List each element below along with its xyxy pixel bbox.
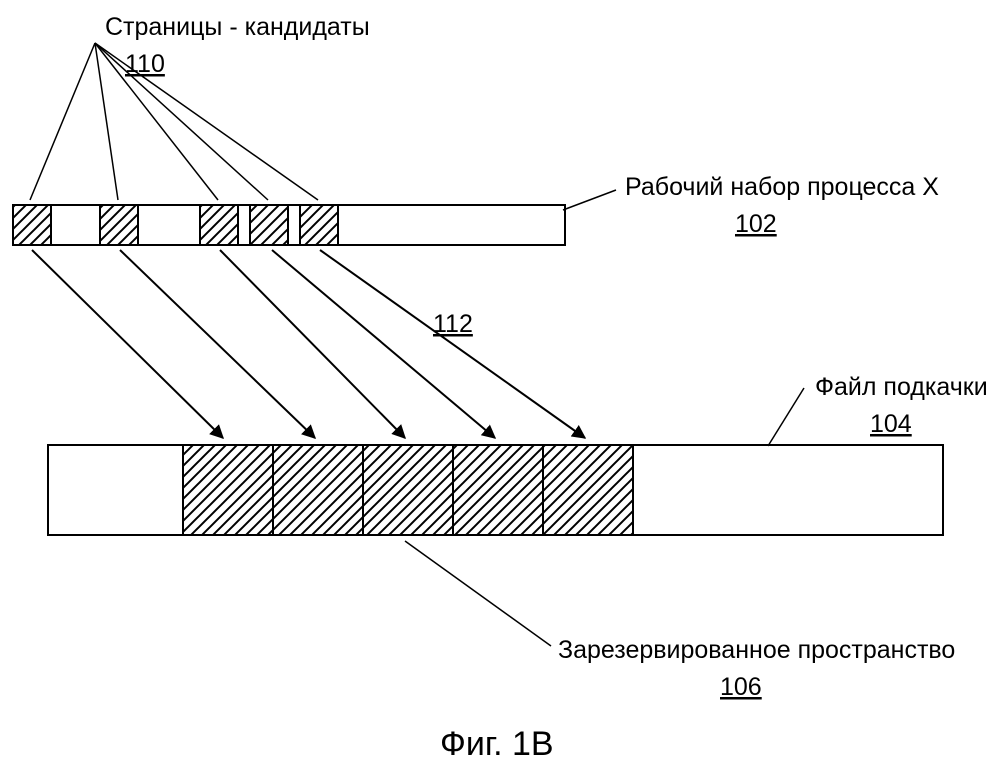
mapping-arrow-4 [320,250,585,438]
label-working-set: Рабочий набор процесса X [625,173,939,201]
reserved-slot-4 [543,445,633,535]
reserved-slot-0 [183,445,273,535]
label-candidate-pages: Страницы - кандидаты [105,13,370,41]
reserved-slot-2 [363,445,453,535]
candidate-page-2 [200,205,238,245]
mapping-arrow-2 [220,250,405,438]
ref-106: 106 [720,673,762,701]
reserved-slot-1 [273,445,363,535]
reserved-slot-3 [453,445,543,535]
candidate-page-4 [300,205,338,245]
candidate-pointer-1 [95,43,118,200]
candidate-page-1 [100,205,138,245]
candidate-pointer-0 [30,43,95,200]
candidate-pointer-3 [95,43,268,200]
mapping-arrow-0 [32,250,223,438]
leader-working-set [563,190,616,210]
candidate-page-0 [13,205,51,245]
ref-102: 102 [735,210,777,238]
ref-104: 104 [870,410,912,438]
label-reserved-space: Зарезервированное пространство [558,636,955,664]
ref-110: 110 [125,50,165,78]
candidate-page-3 [250,205,288,245]
ref-112: 112 [433,310,473,338]
mapping-arrow-3 [272,250,495,438]
figure-caption: Фиг. 1В [440,725,554,763]
leader-pagefile [768,388,804,446]
label-pagefile: Файл подкачки [815,373,988,401]
leader-reserved-space [405,541,551,646]
mapping-arrow-1 [120,250,315,438]
